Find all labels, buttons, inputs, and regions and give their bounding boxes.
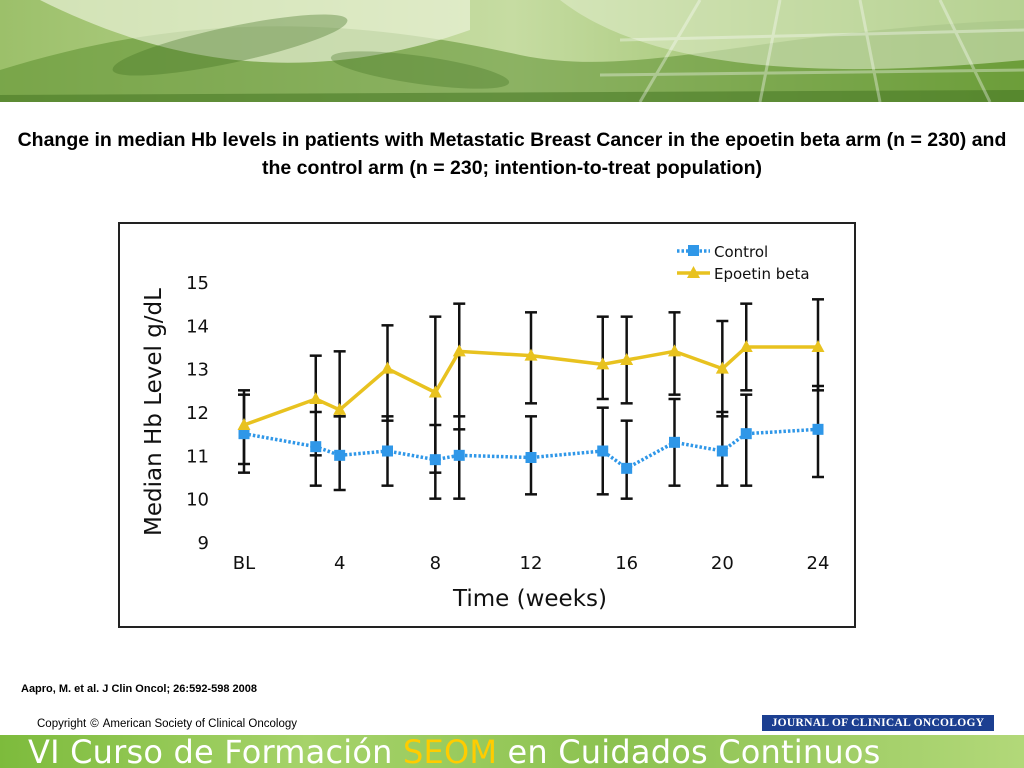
point-epoetin-beta-0 bbox=[237, 418, 251, 430]
y-tick-label-14: 14 bbox=[186, 316, 209, 337]
point-epoetin-beta-6 bbox=[524, 348, 538, 361]
point-control-10 bbox=[716, 445, 728, 457]
y-axis-label: Median Hb Level g/dL bbox=[141, 288, 167, 536]
legend-label-epoetin-beta: Epoetin beta bbox=[714, 265, 810, 283]
point-control-1 bbox=[310, 441, 322, 453]
legend-item-control: Control bbox=[677, 243, 768, 261]
legend-item-epoetin-beta: Epoetin beta bbox=[677, 265, 810, 283]
x-tick-label-4: 4 bbox=[334, 553, 345, 574]
point-control-0 bbox=[238, 428, 250, 440]
x-tick-label-12: 12 bbox=[520, 553, 543, 574]
point-epoetin-beta-1 bbox=[309, 392, 323, 404]
point-epoetin-beta-12 bbox=[811, 340, 825, 352]
point-control-9 bbox=[669, 436, 680, 448]
point-control-7 bbox=[597, 445, 609, 457]
point-epoetin-beta-8 bbox=[620, 353, 634, 365]
hb-line-chart: 9 10 11 12 13 14 15 BL 4 8 12 16 20 24 Control Epoeti… bbox=[141, 243, 830, 612]
point-epoetin-beta-2 bbox=[333, 402, 347, 415]
y-tick-label-9: 9 bbox=[198, 533, 209, 554]
point-epoetin-beta-10 bbox=[715, 361, 729, 374]
y-tick-label-12: 12 bbox=[186, 403, 209, 424]
top-banner-image bbox=[0, 0, 1024, 102]
point-epoetin-beta-11 bbox=[739, 340, 753, 352]
footer-text-part2: en Cuidados Continuos bbox=[497, 735, 881, 768]
x-tick-label-24: 24 bbox=[807, 553, 830, 574]
point-control-5 bbox=[453, 449, 465, 461]
slide-title: Change in median Hb levels in patients w… bbox=[17, 129, 1007, 179]
x-tick-label-8: 8 bbox=[430, 553, 441, 574]
y-tick-label-13: 13 bbox=[186, 360, 209, 381]
course-footer-text: VI Curso de Formación SEOM en Cuidados C… bbox=[28, 735, 881, 768]
copyright-prefix: Copyright bbox=[37, 718, 87, 730]
point-control-3 bbox=[382, 445, 393, 457]
legend-label-control: Control bbox=[714, 243, 768, 261]
point-control-4 bbox=[429, 454, 441, 466]
point-epoetin-beta-5 bbox=[452, 344, 466, 357]
point-control-12 bbox=[812, 423, 824, 435]
point-control-11 bbox=[740, 428, 752, 440]
leaf-banner-graphic bbox=[0, 0, 1024, 102]
y-tick-label-10: 10 bbox=[186, 490, 209, 511]
copyright-holder: American Society of Clinical Oncology bbox=[102, 718, 298, 730]
point-control-8 bbox=[621, 462, 633, 474]
point-epoetin-beta-9 bbox=[668, 344, 681, 357]
copyright-notice: Copyright © American Society of Clinical O… bbox=[37, 718, 297, 730]
point-epoetin-beta-7 bbox=[596, 357, 610, 370]
point-epoetin-beta-4 bbox=[428, 385, 442, 398]
footer-accent-seom: SEOM bbox=[403, 735, 498, 768]
point-control-2 bbox=[334, 449, 346, 461]
footer-text-part1: VI Curso de Formación bbox=[28, 735, 404, 768]
x-tick-label-bl: BL bbox=[233, 553, 255, 574]
point-control-6 bbox=[525, 452, 537, 463]
x-tick-label-16: 16 bbox=[615, 553, 638, 574]
chart-frame: 9 10 11 12 13 14 15 BL 4 8 12 16 20 24 Control Epoeti… bbox=[118, 222, 856, 628]
y-tick-label-15: 15 bbox=[186, 273, 209, 294]
x-axis-label: Time (weeks) bbox=[452, 586, 607, 612]
y-tick-label-11: 11 bbox=[186, 446, 209, 467]
journal-logo: JOURNAL OF CLINICAL ONCOLOGY bbox=[762, 715, 994, 731]
point-epoetin-beta-3 bbox=[381, 361, 394, 374]
bottom-banner: VI Curso de Formación SEOM en Cuidados C… bbox=[0, 735, 1024, 768]
copyright-symbol: © bbox=[90, 718, 99, 730]
citation: Aapro, M. et al. J Clin Oncol; 26:592-59… bbox=[21, 683, 257, 695]
x-tick-label-20: 20 bbox=[711, 553, 734, 574]
